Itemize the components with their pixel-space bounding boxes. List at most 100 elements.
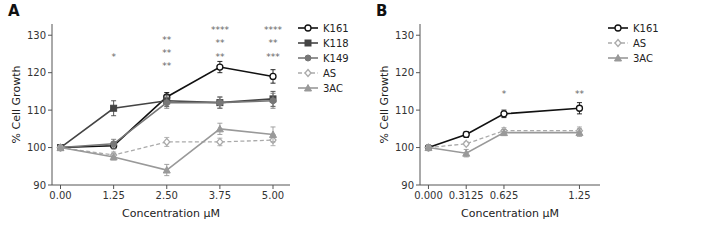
y-tick-label: 110 <box>27 105 46 116</box>
legend-marker <box>305 25 311 31</box>
series <box>57 123 277 175</box>
y-tick-label: 110 <box>395 105 414 116</box>
error-bar <box>577 129 582 136</box>
legend-label: AS <box>323 68 336 79</box>
x-tick-label: 3.75 <box>209 190 231 201</box>
error-bar <box>217 138 222 145</box>
error-bar <box>164 97 169 108</box>
legend-marker <box>305 85 312 92</box>
y-tick-label: 120 <box>395 67 414 78</box>
legend: K161K118K149AS3AC <box>298 23 349 94</box>
error-bar <box>217 97 222 108</box>
x-tick-label: 0.3125 <box>449 190 484 201</box>
y-tick <box>416 72 420 73</box>
data-point <box>425 144 431 151</box>
error-bar <box>577 103 582 114</box>
annotation: **** <box>264 25 283 35</box>
series <box>425 103 582 151</box>
panel: 901001101201300.0000.31250.6251.25Concen… <box>376 2 659 220</box>
annotation: ** <box>162 35 172 45</box>
y-axis-label: % Cell Growth <box>378 66 391 144</box>
y-tick <box>48 147 52 148</box>
data-point <box>425 145 431 151</box>
data-point <box>463 140 469 147</box>
x-tick-label: 0.00 <box>49 190 71 201</box>
y-tick <box>48 185 52 186</box>
x-tick-label: 0.000 <box>414 190 443 201</box>
x-tick-label: 1.25 <box>102 190 124 201</box>
data-point <box>500 129 507 136</box>
series-line <box>61 129 274 170</box>
series <box>425 127 582 151</box>
annotation: ** <box>269 38 279 48</box>
legend-label: 3AC <box>323 83 343 94</box>
annotation: ** <box>162 48 172 58</box>
x-tick-label: 0.625 <box>490 190 519 201</box>
x-tick <box>579 185 580 189</box>
error-bar <box>271 70 276 83</box>
y-tick-label: 120 <box>27 67 46 78</box>
y-tick-label: 100 <box>27 142 46 153</box>
data-point <box>58 144 64 151</box>
y-tick <box>48 110 52 111</box>
error-bar <box>111 101 116 116</box>
data-point <box>110 153 117 160</box>
panel-label: A <box>8 2 20 20</box>
legend-marker <box>305 55 311 61</box>
data-point <box>576 129 583 136</box>
data-point <box>501 111 507 117</box>
y-tick <box>48 72 52 73</box>
x-tick <box>428 185 429 189</box>
x-tick <box>273 185 274 189</box>
series-line <box>428 108 579 147</box>
plot-area <box>57 61 277 175</box>
annotation: ** <box>215 52 225 62</box>
data-point <box>270 73 276 79</box>
legend-marker <box>305 40 311 46</box>
annotation: *** <box>266 52 280 62</box>
x-axis-line <box>420 185 600 186</box>
error-bar <box>501 110 506 117</box>
series <box>425 129 583 157</box>
y-tick-label: 90 <box>401 180 414 191</box>
error-bar <box>164 137 169 146</box>
data-point <box>217 100 223 106</box>
error-bar <box>271 127 276 142</box>
panel-label: B <box>376 2 387 20</box>
error-bar <box>217 123 222 134</box>
legend-label: K118 <box>323 38 349 49</box>
x-tick <box>60 185 61 189</box>
y-tick <box>416 147 420 148</box>
annotation: * <box>502 89 507 99</box>
annotation: ** <box>575 89 585 99</box>
y-tick-label: 90 <box>33 180 46 191</box>
y-tick <box>416 185 420 186</box>
data-point <box>164 100 170 106</box>
data-point <box>463 131 469 137</box>
y-tick-label: 100 <box>395 142 414 153</box>
x-tick <box>219 185 220 189</box>
error-bar <box>217 97 222 108</box>
data-point <box>576 105 582 111</box>
y-axis-line <box>420 24 421 185</box>
error-bar <box>271 93 276 108</box>
y-tick-label: 130 <box>395 30 414 41</box>
legend-marker <box>615 40 621 47</box>
panel: 901001101201300.001.252.503.755.00Concen… <box>8 2 349 220</box>
error-bar <box>164 164 169 175</box>
x-axis-label: Concentration μM <box>122 207 220 220</box>
x-tick-label: 1.25 <box>568 190 590 201</box>
annotation: **** <box>211 25 230 35</box>
figure: 901001101201300.001.252.503.755.00Concen… <box>0 0 708 231</box>
y-tick <box>416 110 420 111</box>
data-point <box>217 100 223 106</box>
error-bar <box>464 149 469 156</box>
annotation: ** <box>162 61 172 71</box>
data-point <box>57 144 64 151</box>
series <box>58 93 277 150</box>
data-point <box>270 131 277 138</box>
legend-label: K149 <box>323 53 349 64</box>
x-axis-line <box>52 185 290 186</box>
y-tick-label: 130 <box>27 30 46 41</box>
x-tick <box>113 185 114 189</box>
